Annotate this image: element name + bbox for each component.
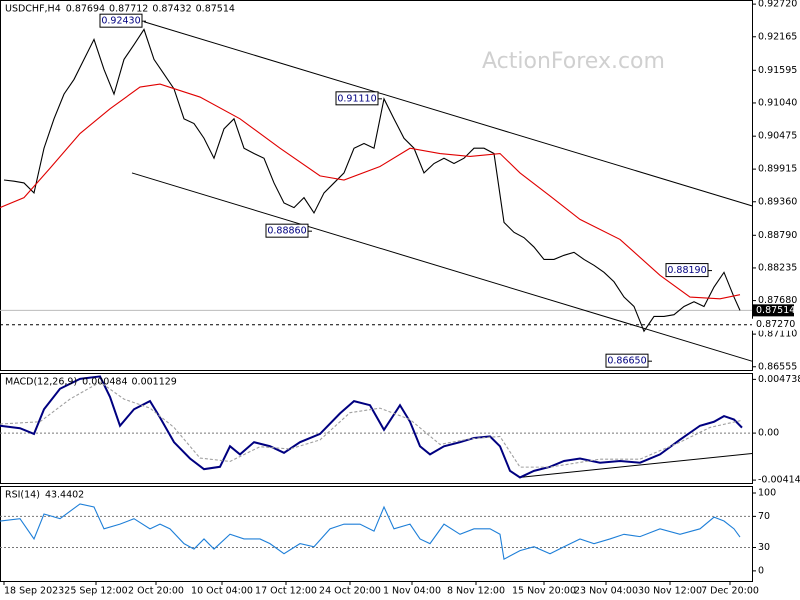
annotation-label: 0.86650	[607, 356, 646, 367]
y-tick-label: 0.90475	[758, 131, 797, 142]
x-tick-label: 24 Oct 20:00	[319, 586, 381, 597]
price-level-label: 0.87270	[756, 319, 795, 330]
y-tick-label: 0.00	[758, 428, 779, 439]
y-tick-label: 0.89915	[758, 164, 797, 175]
annotation-label: 0.88190	[667, 265, 706, 276]
trendline	[131, 172, 753, 362]
y-tick-label: 0.004738	[758, 374, 800, 385]
y-tick-label: 70	[758, 511, 770, 522]
panel-readout: 0.000484	[82, 377, 127, 388]
y-tick-label: 0.91595	[758, 65, 797, 76]
series-line	[0, 375, 743, 479]
price-level-label: 0.87514	[756, 305, 795, 316]
x-tick-label: 30 Nov 12:00	[638, 586, 702, 597]
x-tick-label: 17 Oct 12:00	[255, 586, 317, 597]
panel-readout: 0.87432	[152, 4, 191, 15]
x-tick-label: 1 Nov 04:00	[383, 586, 441, 597]
series-line	[3, 28, 741, 333]
x-tick-label: 7 Dec 20:00	[701, 586, 759, 597]
y-tick-label: 0.89360	[758, 196, 797, 207]
y-tick-label: 0.87680	[758, 295, 797, 306]
annotation-label: 0.88860	[267, 226, 306, 237]
y-tick-label: 0.92165	[758, 31, 797, 42]
panel-readout: 0.87694	[66, 4, 105, 15]
price-level-box	[752, 304, 794, 317]
trendline	[143, 21, 753, 207]
y-tick-label: 0.92720	[758, 0, 797, 10]
x-tick-label: 23 Nov 04:00	[574, 586, 638, 597]
annotation-label: 0.92430	[101, 16, 140, 27]
x-tick-label: 2 Oct 20:00	[128, 586, 184, 597]
x-tick-label: 10 Oct 04:00	[191, 586, 253, 597]
y-tick-label: 0.86555	[758, 361, 797, 372]
annotation-label: 0.91110	[337, 93, 376, 104]
x-tick-label: 8 Nov 12:00	[447, 586, 505, 597]
series-line	[0, 381, 743, 468]
panel-readout: 0.87712	[109, 4, 148, 15]
y-tick-label: 0.87110	[758, 329, 797, 340]
price-panel	[0, 0, 753, 371]
panel-title: USDCHF,H4	[5, 4, 61, 15]
y-tick-label: 0.88790	[758, 230, 797, 241]
panel-title: RSI(14)	[5, 490, 40, 501]
series-line	[0, 83, 741, 300]
panel-readout: 43.4402	[45, 490, 84, 501]
annotation-box	[335, 91, 379, 106]
y-tick-label: -0.004144	[758, 475, 800, 486]
y-tick-label: 0.88235	[758, 262, 797, 273]
annotation-box	[99, 13, 143, 28]
series-line	[0, 503, 741, 561]
y-tick-label: 0	[758, 565, 764, 576]
y-tick-label: 100	[758, 488, 776, 499]
macd-panel	[0, 373, 753, 484]
panel-readout: 0.001129	[132, 377, 177, 388]
x-tick-label: 18 Sep 2023	[4, 586, 64, 597]
price-level-box	[752, 318, 794, 331]
panel-title: MACD(12,26,9)	[5, 377, 77, 388]
annotation-box	[605, 353, 649, 368]
x-tick-label: 15 Nov 20:00	[512, 586, 576, 597]
trendline	[519, 453, 753, 478]
annotation-box	[265, 223, 309, 238]
watermark: ActionForex.com	[482, 49, 665, 74]
x-tick-label: 25 Sep 12:00	[64, 586, 127, 597]
rsi-panel	[0, 486, 753, 582]
panel-readout: 0.87514	[196, 4, 235, 15]
annotation-box	[665, 263, 709, 278]
y-tick-label: 0.91040	[758, 97, 797, 108]
y-tick-label: 30	[758, 542, 770, 553]
